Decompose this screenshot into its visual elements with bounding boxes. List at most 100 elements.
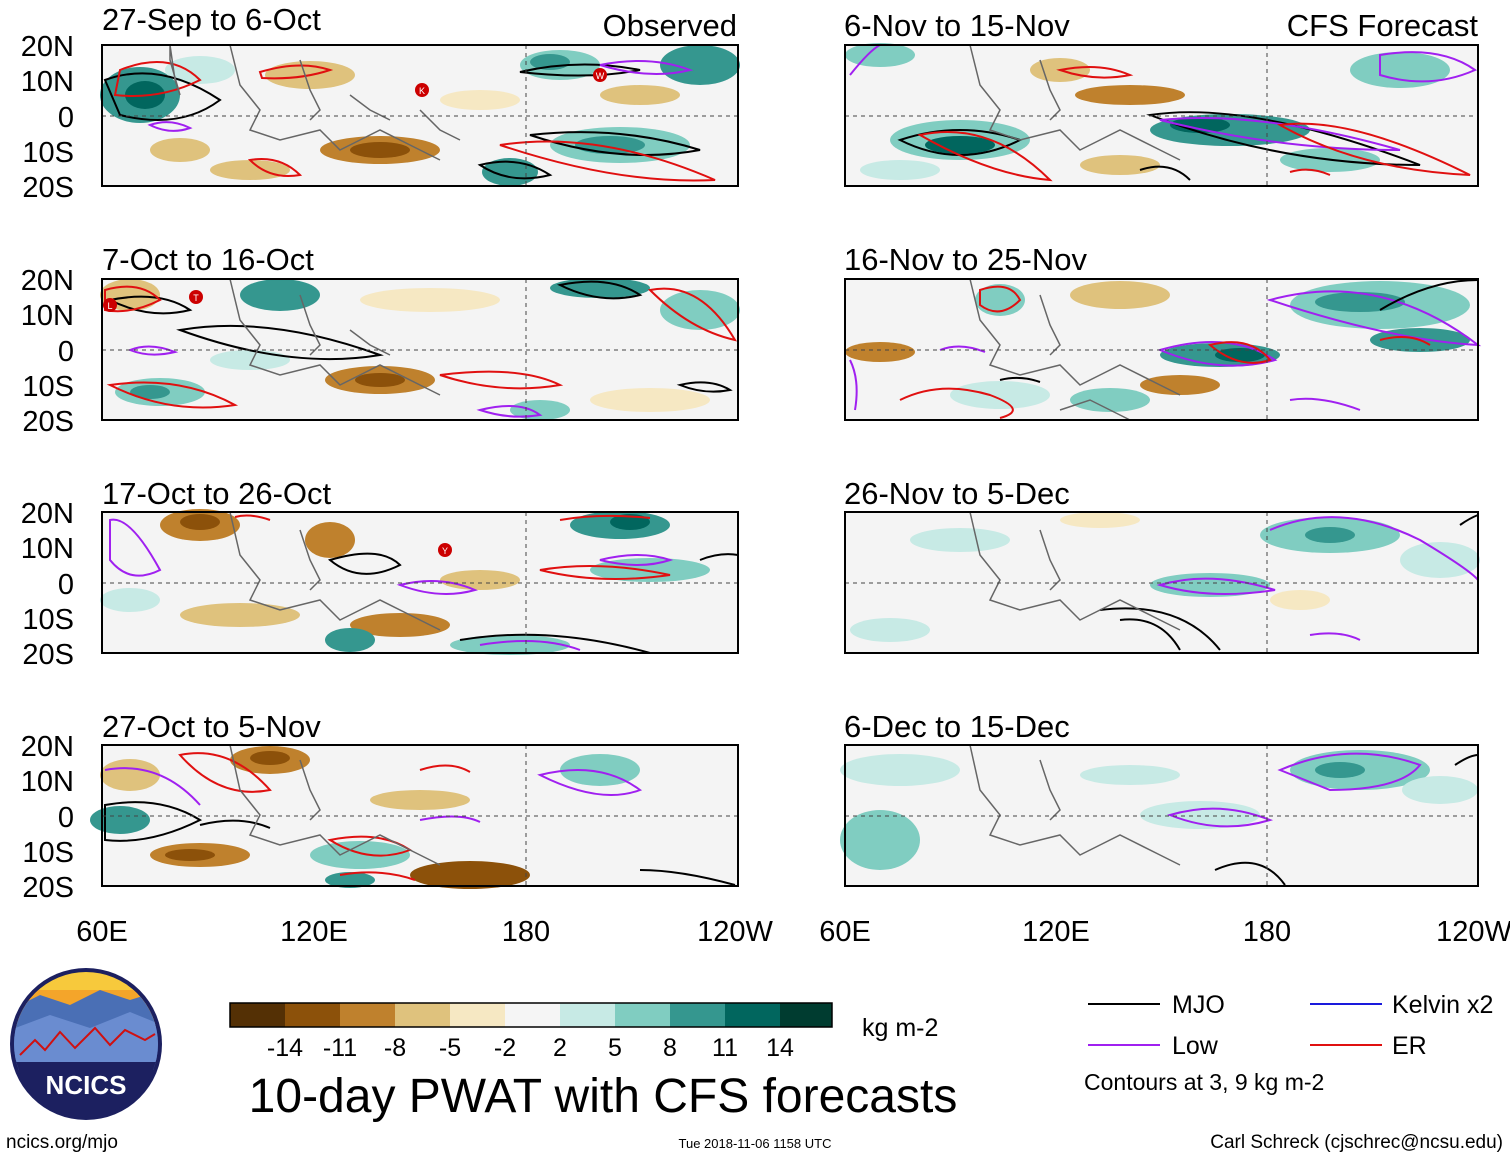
map-panel-4 <box>90 744 739 889</box>
legend-er-label: ER <box>1392 1032 1427 1060</box>
map-panel-5 <box>844 43 1479 187</box>
svg-text:10N: 10N <box>21 66 74 98</box>
wave-contours <box>103 60 716 182</box>
colorbar-swatch <box>725 1003 780 1027</box>
colorbar-swatch <box>230 1003 285 1027</box>
lon-labels-left: 60E 120E 180 120W <box>76 916 773 948</box>
lat-labels-row-4: 20N 10N 0 10S 20S <box>21 731 74 904</box>
colorbar-swatch <box>670 1003 725 1027</box>
svg-text:20N: 20N <box>21 31 74 63</box>
legend-kelvin-label: Kelvin x2 <box>1392 991 1493 1019</box>
colorbar-swatch <box>285 1003 340 1027</box>
svg-text:20S: 20S <box>22 172 74 204</box>
panel-title-3: 17-Oct to 26-Oct <box>102 476 332 511</box>
colorbar-swatch <box>615 1003 670 1027</box>
svg-text:20S: 20S <box>22 872 74 904</box>
figure-title: 10-day PWAT with CFS forecasts <box>249 1070 958 1123</box>
legend-low-label: Low <box>1172 1032 1219 1060</box>
svg-text:0: 0 <box>58 569 74 601</box>
svg-text:T: T <box>193 293 199 303</box>
svg-text:120W: 120W <box>697 916 773 948</box>
svg-text:10S: 10S <box>22 137 74 169</box>
wave-contours <box>1166 752 1479 886</box>
svg-text:10N: 10N <box>21 533 74 565</box>
svg-text:Y: Y <box>442 546 448 556</box>
wave-contours <box>109 514 739 654</box>
coastlines <box>229 278 441 396</box>
coastlines <box>229 511 441 631</box>
colorbar-swatch <box>340 1003 395 1027</box>
colorbar-swatch <box>560 1003 615 1027</box>
legend-mjo-label: MJO <box>1172 991 1225 1019</box>
lon-labels-right: 60E 120E 180 120W <box>819 916 1510 948</box>
legend-note: Contours at 3, 9 kg m-2 <box>1084 1069 1324 1095</box>
svg-text:5: 5 <box>608 1034 622 1062</box>
svg-text:8: 8 <box>663 1034 677 1062</box>
svg-text:-2: -2 <box>494 1034 516 1062</box>
svg-text:14: 14 <box>766 1034 794 1062</box>
svg-text:10N: 10N <box>21 300 74 332</box>
ncics-logo: NCICS <box>10 968 162 1120</box>
svg-text:-11: -11 <box>323 1034 357 1062</box>
svg-text:10N: 10N <box>21 766 74 798</box>
svg-text:180: 180 <box>502 916 550 948</box>
lat-labels-row-3: 20N 10N 0 10S 20S <box>21 498 74 671</box>
coastlines <box>969 744 1181 866</box>
colorbar-swatch <box>780 1003 832 1027</box>
panel-title-7: 26-Nov to 5-Dec <box>844 476 1070 511</box>
coastlines <box>969 511 1181 631</box>
pwat-anomaly-field <box>850 512 1480 642</box>
colorbar-units: kg m-2 <box>862 1014 938 1042</box>
svg-text:0: 0 <box>58 102 74 134</box>
map-panel-3: Y <box>100 509 739 655</box>
storm-marker-t: T <box>189 290 203 304</box>
panel-title-8: 6-Dec to 15-Dec <box>844 709 1070 744</box>
svg-text:-5: -5 <box>439 1034 461 1062</box>
svg-text:W: W <box>596 71 605 81</box>
panel-title-1: 27-Sep to 6-Oct <box>102 2 321 37</box>
svg-text:20N: 20N <box>21 498 74 530</box>
svg-text:120W: 120W <box>1436 916 1510 948</box>
panel-title-6: 16-Nov to 25-Nov <box>844 242 1087 277</box>
svg-text:120E: 120E <box>1022 916 1090 948</box>
wave-contours <box>104 280 738 418</box>
svg-text:60E: 60E <box>76 916 128 948</box>
panel-title-4: 27-Oct to 5-Nov <box>102 709 321 744</box>
pwat-anomaly-field <box>100 278 740 420</box>
svg-text:120E: 120E <box>280 916 348 948</box>
colorbar-swatch <box>395 1003 450 1027</box>
svg-text:60E: 60E <box>819 916 871 948</box>
svg-text:NCICS: NCICS <box>46 1070 127 1100</box>
observed-label: Observed <box>603 8 737 43</box>
coastlines <box>969 44 1181 161</box>
svg-text:10S: 10S <box>22 371 74 403</box>
panel-title-5: 6-Nov to 15-Nov <box>844 8 1070 43</box>
svg-text:180: 180 <box>1243 916 1291 948</box>
wave-contours <box>104 752 736 886</box>
svg-text:-8: -8 <box>384 1034 406 1062</box>
storm-marker-y: Y <box>438 543 452 557</box>
panel-title-2: 7-Oct to 16-Oct <box>102 242 314 277</box>
svg-text:20S: 20S <box>22 406 74 438</box>
storm-marker-l: L <box>103 298 117 312</box>
svg-text:20S: 20S <box>22 639 74 671</box>
svg-text:20N: 20N <box>21 731 74 763</box>
colorbar: -14 -11 -8 -5 -2 2 5 8 11 14 kg m-2 <box>229 1002 938 1062</box>
lat-labels-row-2: 20N 10N 0 10S 20S <box>21 265 74 438</box>
coastlines <box>169 44 461 161</box>
map-panel-2: L T <box>100 278 740 421</box>
svg-text:10S: 10S <box>22 604 74 636</box>
map-panel-6 <box>844 278 1482 421</box>
svg-text:0: 0 <box>58 802 74 834</box>
svg-text:20N: 20N <box>21 265 74 297</box>
colorbar-ticks: -14 -11 -8 -5 -2 2 5 8 11 14 <box>267 1034 794 1062</box>
pwat-anomaly-field <box>840 750 1478 870</box>
wave-contours <box>1099 514 1479 651</box>
colorbar-swatch <box>505 1003 560 1027</box>
forecast-label: CFS Forecast <box>1287 8 1479 43</box>
map-panel-1: K W <box>100 44 740 187</box>
lat-labels-row-1: 20N 10N 0 10S 20S <box>21 31 74 204</box>
svg-text:2: 2 <box>553 1034 567 1062</box>
colorbar-swatch <box>450 1003 505 1027</box>
map-panel-8 <box>840 744 1479 887</box>
